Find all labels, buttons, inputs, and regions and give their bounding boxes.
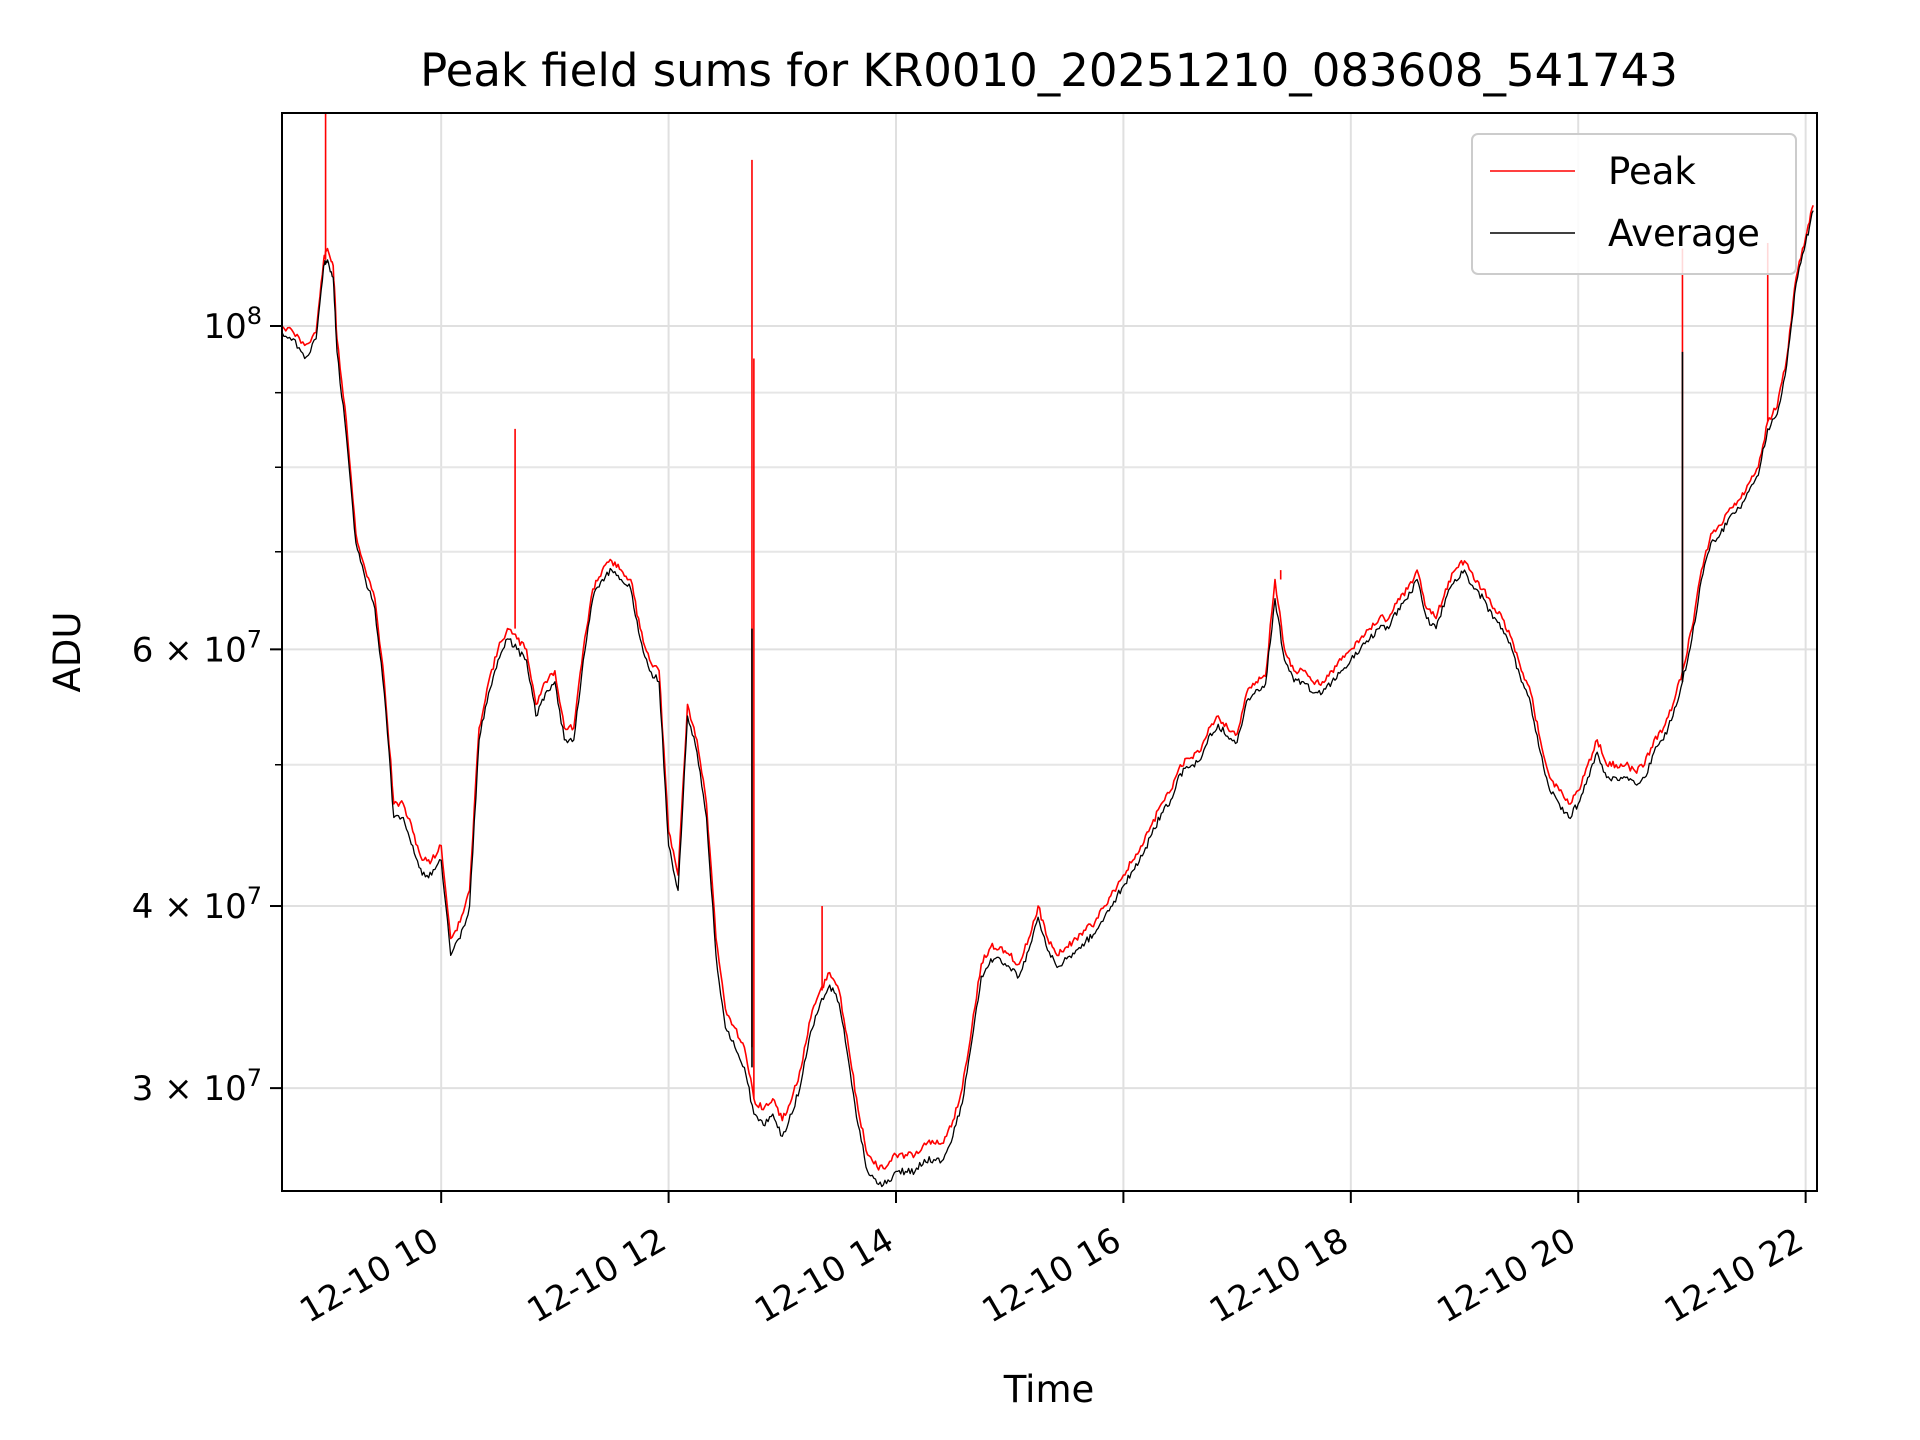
y-tick-label-exponent: 8 [247, 302, 262, 330]
y-tick-label-base: 10 [203, 307, 246, 347]
y-tick-label: 6 × 107 [132, 625, 262, 670]
y-tick-label-base: 3 × 10 [132, 1069, 247, 1109]
plot-area-frame [281, 112, 1818, 1192]
legend: Peak Average [1471, 133, 1797, 275]
series-layer [281, 113, 1814, 1188]
y-tick-label-base: 6 × 10 [132, 630, 247, 670]
y-tick-label-base: 4 × 10 [132, 887, 247, 927]
legend-label-peak: Peak [1608, 150, 1696, 193]
x-axis-label: Time [1003, 1368, 1095, 1411]
y-axis-label: ADU [46, 612, 89, 693]
legend-label-average: Average [1608, 212, 1760, 255]
y-tick-label-exponent: 7 [247, 625, 262, 653]
series-line-peak [281, 205, 1814, 1171]
y-tick-label: 4 × 107 [132, 882, 262, 927]
grid [282, 113, 1817, 1191]
y-tick-label-exponent: 7 [247, 1064, 262, 1092]
y-tick-label: 108 [203, 302, 262, 347]
y-tick-label-exponent: 7 [247, 882, 262, 910]
legend-box [1471, 133, 1797, 275]
y-tick-label: 3 × 107 [132, 1064, 262, 1109]
series-line-average [281, 210, 1814, 1188]
chart-title: Peak field sums for KR0010_20251210_0836… [420, 44, 1678, 97]
